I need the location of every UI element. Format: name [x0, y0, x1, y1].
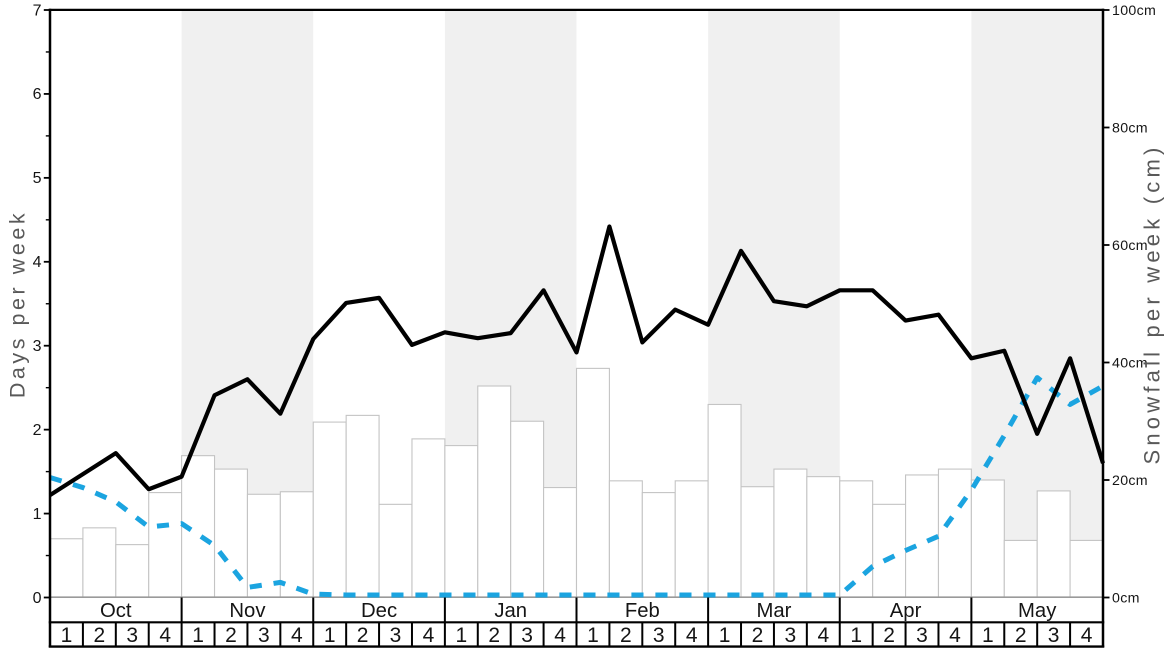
svg-text:Oct: Oct: [100, 600, 132, 622]
svg-text:1: 1: [719, 624, 731, 647]
svg-text:1: 1: [850, 624, 862, 647]
svg-text:4: 4: [291, 624, 303, 647]
svg-text:2: 2: [620, 624, 632, 647]
svg-text:0cm: 0cm: [1112, 590, 1140, 606]
svg-text:3: 3: [785, 624, 797, 647]
svg-text:1: 1: [61, 624, 73, 647]
svg-text:2: 2: [33, 422, 42, 439]
svg-text:3: 3: [390, 624, 402, 647]
svg-text:Snowfall per week (cm): Snowfall per week (cm): [1140, 143, 1165, 464]
svg-text:Jan: Jan: [494, 600, 527, 622]
svg-text:1: 1: [192, 624, 204, 647]
svg-text:4: 4: [949, 624, 961, 647]
svg-text:3: 3: [258, 624, 270, 647]
svg-text:1: 1: [587, 624, 599, 647]
svg-text:40cm: 40cm: [1112, 355, 1148, 371]
svg-text:2: 2: [883, 624, 895, 647]
svg-text:2: 2: [488, 624, 500, 647]
svg-text:1: 1: [33, 506, 42, 523]
svg-text:3: 3: [33, 338, 42, 355]
svg-text:2: 2: [357, 624, 369, 647]
svg-text:2: 2: [225, 624, 237, 647]
svg-text:4: 4: [1081, 624, 1093, 647]
svg-text:Nov: Nov: [229, 600, 266, 622]
svg-text:20cm: 20cm: [1112, 473, 1148, 489]
svg-text:May: May: [1018, 600, 1057, 622]
svg-text:Days per week: Days per week: [6, 210, 30, 398]
svg-text:80cm: 80cm: [1112, 120, 1148, 136]
svg-text:4: 4: [554, 624, 566, 647]
svg-text:100cm: 100cm: [1112, 3, 1156, 19]
svg-text:3: 3: [653, 624, 665, 647]
svg-text:4: 4: [686, 624, 698, 647]
svg-text:Dec: Dec: [361, 600, 397, 622]
svg-text:5: 5: [33, 170, 42, 187]
svg-text:4: 4: [423, 624, 435, 647]
svg-text:60cm: 60cm: [1112, 238, 1148, 254]
svg-text:1: 1: [982, 624, 994, 647]
svg-text:1: 1: [324, 624, 336, 647]
svg-text:3: 3: [1048, 624, 1060, 647]
svg-text:4: 4: [33, 254, 42, 271]
svg-text:2: 2: [752, 624, 764, 647]
svg-text:4: 4: [817, 624, 829, 647]
svg-text:3: 3: [916, 624, 928, 647]
svg-text:2: 2: [94, 624, 106, 647]
svg-text:4: 4: [159, 624, 171, 647]
svg-text:2: 2: [1015, 624, 1027, 647]
svg-text:Feb: Feb: [625, 600, 660, 622]
svg-text:0: 0: [33, 590, 42, 607]
svg-text:3: 3: [126, 624, 138, 647]
svg-text:Apr: Apr: [890, 600, 922, 622]
svg-text:3: 3: [521, 624, 533, 647]
svg-text:Mar: Mar: [756, 600, 791, 622]
svg-text:7: 7: [33, 2, 42, 19]
svg-text:1: 1: [455, 624, 467, 647]
svg-text:6: 6: [33, 86, 42, 103]
